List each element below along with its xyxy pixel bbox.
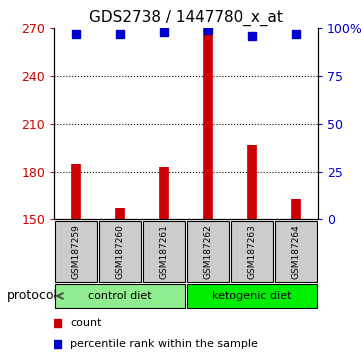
Text: GSM187259: GSM187259	[71, 224, 81, 279]
Bar	[187, 284, 317, 308]
Text: GSM187261: GSM187261	[160, 224, 169, 279]
Text: GSM187263: GSM187263	[247, 224, 256, 279]
Bar	[143, 221, 185, 282]
Bar	[55, 284, 185, 308]
Text: GSM187260: GSM187260	[116, 224, 125, 279]
Text: ketogenic diet: ketogenic diet	[212, 291, 292, 301]
Text: control diet: control diet	[88, 291, 152, 301]
Bar	[187, 221, 229, 282]
Text: protocol: protocol	[7, 290, 58, 302]
Text: GSM187264: GSM187264	[291, 224, 300, 279]
Bar	[231, 221, 273, 282]
Bar	[275, 221, 317, 282]
Bar	[99, 221, 141, 282]
Title: GDS2738 / 1447780_x_at: GDS2738 / 1447780_x_at	[89, 9, 283, 25]
Text: percentile rank within the sample: percentile rank within the sample	[70, 339, 258, 349]
Bar	[55, 221, 97, 282]
Text: GSM187262: GSM187262	[203, 224, 212, 279]
Text: count: count	[70, 318, 101, 328]
